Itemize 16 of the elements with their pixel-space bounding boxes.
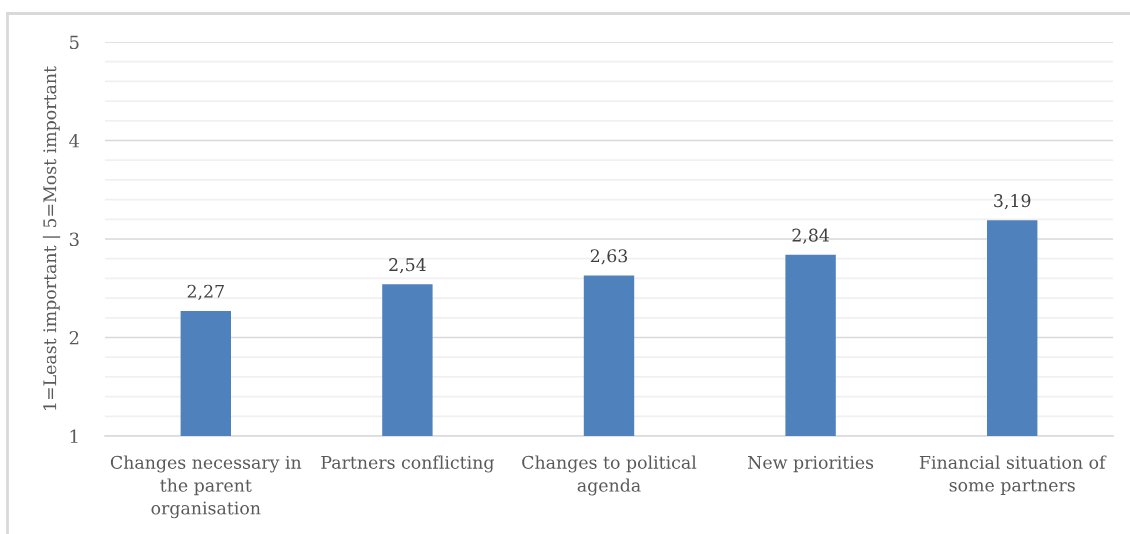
x-tick-label: Partners conflicting: [321, 455, 494, 473]
y-axis-title: 1=Least important | 5=Most important: [42, 66, 61, 410]
y-tick-label: 5: [70, 35, 79, 50]
data-label: 2,54: [389, 258, 426, 274]
y-tick-label: 4: [69, 133, 80, 148]
y-tick-label: 1: [70, 429, 78, 443]
data-label: 2,63: [590, 249, 628, 265]
x-tick-label: Changes to political agenda: [522, 455, 697, 496]
y-tick-label: 3: [69, 232, 79, 247]
data-label: 2,84: [792, 228, 830, 244]
x-tick-label: New priorities: [748, 455, 874, 473]
y-tick-label: 2: [69, 330, 79, 345]
x-tick-label: Changes necessary in the parent organisation: [110, 455, 302, 519]
data-label: 3,19: [994, 194, 1031, 210]
x-tick-label: Financial situation of some partners: [919, 455, 1107, 495]
data-label: 2,27: [187, 284, 224, 300]
